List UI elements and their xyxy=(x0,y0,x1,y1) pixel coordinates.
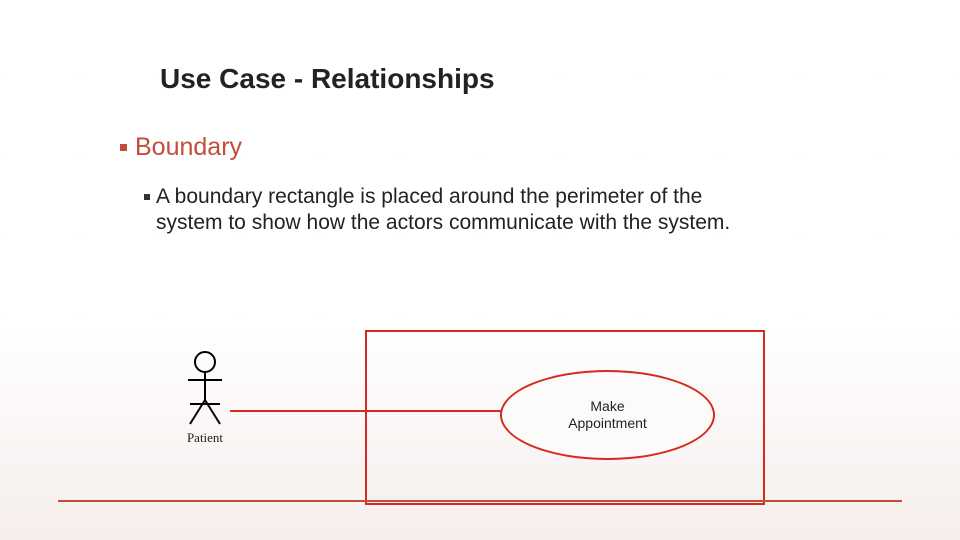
bullet-icon xyxy=(144,194,150,200)
slide-title: Use Case - Relationships xyxy=(160,63,495,95)
heading-text: Boundary xyxy=(135,133,242,162)
association-line xyxy=(230,410,510,412)
use-case-label-l2: Appointment xyxy=(568,415,647,431)
heading-row: Boundary xyxy=(120,133,242,162)
use-case-ellipse: Make Appointment xyxy=(500,370,715,460)
actor: Patient xyxy=(170,350,240,446)
body-row: A boundary rectangle is placed around th… xyxy=(144,184,764,237)
actor-label: Patient xyxy=(170,430,240,446)
body-text: A boundary rectangle is placed around th… xyxy=(156,184,764,237)
use-case-diagram: Make Appointment Patient xyxy=(165,330,785,510)
bullet-icon xyxy=(120,144,127,151)
use-case-label: Make Appointment xyxy=(568,398,647,432)
actor-icon xyxy=(182,350,228,428)
use-case-label-l1: Make xyxy=(590,398,624,414)
footer-divider xyxy=(58,500,902,502)
